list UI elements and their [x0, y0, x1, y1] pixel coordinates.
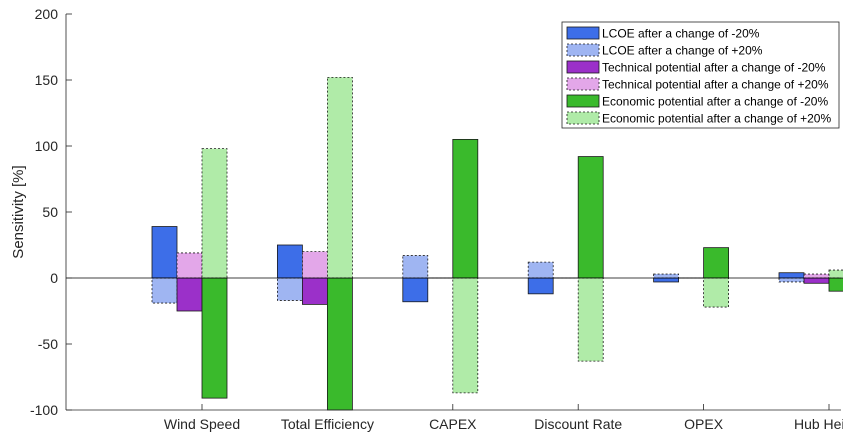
legend-swatch-economic-potential-after-a-change-of-20 [566, 111, 600, 125]
bar-economic-potential-after-a-change-of-20-discount-rate [577, 156, 604, 279]
legend-swatch-lcoe-after-a-change-of-20 [566, 43, 600, 57]
bar-economic-potential-after-a-change-of-20-opex [703, 247, 729, 279]
bar-lcoe-after-a-change-of-20-capex [402, 277, 429, 303]
bar-lcoe-after-a-change-of-20-total-efficiency [276, 277, 303, 301]
bar-lcoe-after-a-change-of-20-wind-speed [151, 277, 178, 304]
bar-lcoe-after-a-change-of-20-opex [653, 277, 679, 283]
bar-lcoe-after-a-change-of-20-opex [653, 273, 679, 279]
bar-lcoe-after-a-change-of-20-hub-height [778, 277, 805, 283]
bar-lcoe-after-a-change-of-20-wind-speed [151, 226, 178, 279]
x-tick-label-hub-height: Hub Height [794, 416, 843, 432]
bar-lcoe-after-a-change-of-20-capex [402, 255, 429, 279]
x-tick-label-total-efficiency: Total Efficiency [281, 416, 374, 432]
x-tick-label-discount-rate: Discount Rate [534, 416, 622, 432]
y-tick-label: 200 [35, 6, 59, 22]
bar-economic-potential-after-a-change-of-20-hub-height [828, 269, 843, 279]
bar-economic-potential-after-a-change-of-20-total-efficiency [326, 277, 353, 411]
bar-technical-potential-after-a-change-of-20-hub-height [803, 273, 830, 279]
legend-label-technical-potential-after-a-change-of-20: Technical potential after a change of +2… [602, 78, 829, 92]
bar-lcoe-after-a-change-of-20-hub-height [778, 272, 805, 279]
legend-label-economic-potential-after-a-change-of-20: Economic potential after a change of -20… [602, 95, 828, 109]
y-tick-label: 150 [35, 72, 59, 88]
bar-technical-potential-after-a-change-of-20-wind-speed [176, 277, 203, 312]
legend-box [561, 21, 840, 129]
bar-technical-potential-after-a-change-of-20-hub-height [803, 277, 830, 284]
legend-label-technical-potential-after-a-change-of-20: Technical potential after a change of -2… [602, 61, 826, 75]
x-tick-label-capex: CAPEX [429, 416, 477, 432]
bar-economic-potential-after-a-change-of-20-discount-rate [577, 277, 604, 362]
bar-lcoe-after-a-change-of-20-total-efficiency [276, 244, 303, 279]
y-axis-title: Sensitivity [%] [10, 165, 27, 258]
x-tick-label-opex: OPEX [684, 416, 724, 432]
legend-label-lcoe-after-a-change-of-20: LCOE after a change of +20% [602, 44, 763, 58]
y-tick-label: 50 [42, 204, 58, 220]
x-tick-label-wind-speed: Wind Speed [164, 416, 240, 432]
legend-swatch-technical-potential-after-a-change-of-20 [566, 77, 600, 91]
bar-technical-potential-after-a-change-of-20-wind-speed [176, 252, 203, 279]
bar-economic-potential-after-a-change-of-20-hub-height [828, 277, 843, 292]
legend-swatch-technical-potential-after-a-change-of-20 [566, 60, 600, 74]
bar-economic-potential-after-a-change-of-20-wind-speed [201, 148, 228, 279]
y-tick-label: -100 [30, 402, 58, 418]
legend-label-economic-potential-after-a-change-of-20: Economic potential after a change of +20… [602, 112, 831, 126]
y-tick-label: 0 [50, 270, 58, 286]
legend-label-lcoe-after-a-change-of-20: LCOE after a change of -20% [602, 27, 760, 41]
bar-technical-potential-after-a-change-of-20-total-efficiency [301, 277, 328, 305]
bar-economic-potential-after-a-change-of-20-capex [452, 277, 479, 394]
bar-economic-potential-after-a-change-of-20-total-efficiency [326, 76, 353, 279]
bar-lcoe-after-a-change-of-20-discount-rate [527, 261, 554, 279]
axes-layer: -100 -50 0 50 100 150 200 Wind Speed Total Effic… [30, 6, 843, 432]
legend-swatch-economic-potential-after-a-change-of-20 [566, 94, 600, 108]
bar-economic-potential-after-a-change-of-20-wind-speed [201, 277, 228, 399]
y-tick-label: -50 [38, 336, 58, 352]
bar-lcoe-after-a-change-of-20-discount-rate [527, 277, 554, 295]
bar-economic-potential-after-a-change-of-20-capex [452, 138, 479, 279]
bar-technical-potential-after-a-change-of-20-total-efficiency [301, 251, 328, 279]
legend-swatch-lcoe-after-a-change-of-20 [566, 26, 600, 40]
legend: LCOE after a change of -20% LCOE after a … [561, 21, 840, 129]
bar-economic-potential-after-a-change-of-20-opex [703, 277, 729, 308]
y-tick-label: 100 [35, 138, 59, 154]
